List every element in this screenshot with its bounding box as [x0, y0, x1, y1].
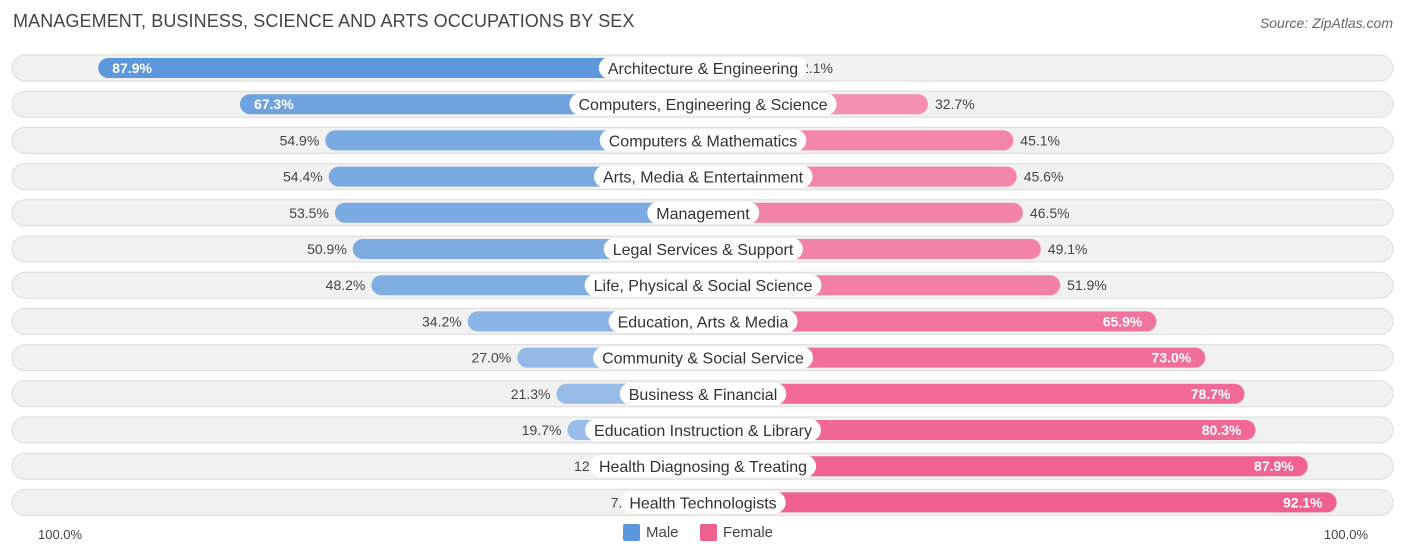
legend-swatch-male — [623, 524, 640, 541]
label-female: 80.3% — [1202, 422, 1242, 438]
category-pill — [593, 165, 813, 188]
legend-item-female: Female — [700, 524, 773, 541]
label-male: 21.3% — [511, 386, 551, 402]
bar-female — [703, 492, 1337, 513]
label-male: 67.3% — [254, 96, 294, 112]
category-pill — [599, 129, 807, 152]
bar-female — [703, 202, 1023, 223]
legend-label-male: Male — [646, 524, 679, 541]
row-2: 54.9% 45.1% Computers & Mathematics — [11, 126, 1394, 154]
category-pill — [647, 201, 760, 224]
row-7: 34.2% 65.9% Education, Arts & Media — [11, 307, 1394, 335]
label-female: 45.1% — [1020, 132, 1060, 148]
bar-male — [334, 202, 703, 223]
category-label: Legal Services & Support — [613, 242, 794, 259]
category-pill — [584, 274, 822, 297]
category-pill — [589, 455, 817, 478]
row-9: 21.3% 78.7% Business & Financial — [11, 380, 1394, 408]
label-female: 73.0% — [1152, 350, 1192, 366]
chart-title: MANAGEMENT, BUSINESS, SCIENCE AND ARTS O… — [13, 11, 635, 31]
label-male: 53.5% — [289, 205, 329, 221]
bar-female — [703, 456, 1308, 477]
category-label: Health Diagnosing & Treating — [599, 459, 807, 476]
category-label: Business & Financial — [629, 387, 778, 404]
category-label: Arts, Media & Entertainment — [603, 170, 804, 187]
label-male: 50.9% — [307, 241, 347, 257]
legend-swatch-female — [700, 524, 717, 541]
category-pill — [598, 57, 808, 79]
legend-item-male: Male — [623, 524, 679, 541]
category-pill — [619, 382, 787, 405]
legend-label-female: Female — [723, 524, 774, 541]
legend: Male Female — [0, 524, 1406, 544]
row-11: 12.1%87.9%Health Diagnosing & Treating — [11, 452, 1394, 480]
bar-female — [703, 347, 1206, 368]
bar-male — [98, 58, 704, 78]
category-label: Computers, Engineering & Science — [578, 97, 827, 114]
label-female: 78.7% — [1191, 386, 1231, 402]
row-4: 53.5% 46.5% Management — [11, 199, 1394, 227]
label-male: 54.4% — [283, 169, 323, 185]
row-10: 19.7% 80.3% Education Instruction & Librar… — [11, 416, 1394, 444]
label-female: 49.1% — [1048, 241, 1088, 257]
label-male: 27.0% — [472, 350, 512, 366]
label-female: 65.9% — [1103, 313, 1143, 329]
category-label: Health Technologists — [629, 495, 776, 512]
label-male: 54.9% — [280, 132, 320, 148]
category-label: Education, Arts & Media — [618, 314, 789, 331]
category-pill — [620, 491, 786, 514]
label-female: 87.9% — [1254, 458, 1294, 474]
row-8: 27.0% 73.0% Community & Social Service — [11, 344, 1394, 372]
category-pill — [603, 238, 803, 260]
row-5: 50.9% 49.1% Legal Services & Support — [11, 235, 1394, 263]
bar-female — [703, 311, 1157, 332]
chart-source: Source: ZipAtlas.com — [1259, 15, 1393, 31]
category-label: Education Instruction & Library — [594, 423, 812, 440]
bar-female — [703, 420, 1256, 440]
label-male: 87.9% — [112, 60, 152, 76]
axis-left-label: 100.0% — [38, 527, 83, 542]
label-female: 32.7% — [935, 96, 975, 112]
row-0: 87.9% 12.1%Architecture & Engineering — [11, 54, 1394, 82]
category-label: Computers & Mathematics — [609, 133, 798, 150]
category-pill — [593, 346, 814, 369]
category-label: Architecture & Engineering — [608, 61, 798, 78]
label-male: 34.2% — [422, 313, 462, 329]
diverging-bar-chart: 87.9% 12.1%Architecture & Engineering 67.3… — [11, 54, 1394, 516]
label-female: 45.6% — [1024, 169, 1064, 185]
category-label: Life, Physical & Social Science — [594, 278, 813, 295]
row-6: 48.2% 51.9% Life, Physical & Social Scienc… — [11, 271, 1394, 299]
label-male: 48.2% — [326, 277, 366, 293]
axis-right-label: 100.0% — [1323, 527, 1368, 542]
category-pill — [585, 419, 821, 441]
label-female: 51.9% — [1067, 277, 1107, 293]
category-label: Community & Social Service — [602, 351, 804, 368]
row-3: 54.4% 45.6% Arts, Media & Entertainment — [11, 163, 1394, 191]
label-female: 46.5% — [1030, 205, 1070, 221]
category-pill — [608, 310, 798, 333]
row-12: 7.9%92.1%Health Technologists — [11, 488, 1394, 516]
bar-female — [703, 383, 1245, 404]
category-pill — [569, 93, 837, 116]
row-1: 67.3% 32.7% Computers, Engineering & Scien… — [11, 90, 1394, 118]
label-female: 92.1% — [1283, 494, 1323, 510]
label-male: 19.7% — [522, 422, 562, 438]
category-label: Management — [656, 206, 750, 223]
